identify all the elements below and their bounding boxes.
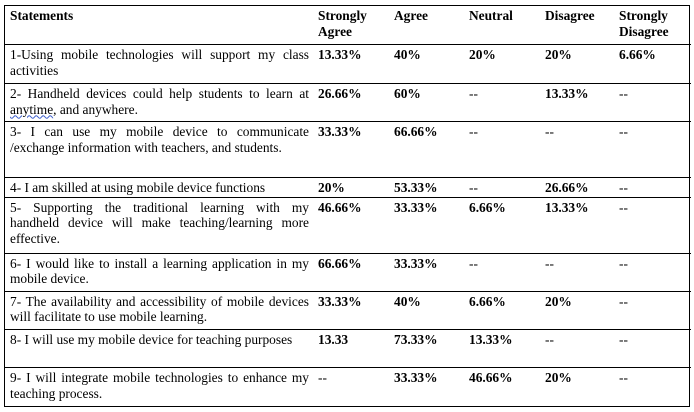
agree-cell: 73.33% [389, 328, 464, 368]
strongly-agree-cell: -- [313, 367, 389, 406]
strongly-agree-cell: 66.66% [313, 252, 389, 292]
neutral-cell: 6.66% [464, 196, 540, 254]
strongly-agree-cell: 33.33% [313, 121, 389, 178]
disagree-cell: 13.33% [540, 196, 614, 254]
disagree-cell: -- [540, 252, 614, 292]
statement-cell: 6- I would like to install a learning ap… [5, 252, 313, 292]
disagree-cell: 13.33% [540, 83, 614, 122]
header-neutral: Neutral [464, 6, 540, 45]
strongly-disagree-cell: -- [614, 367, 691, 406]
header-strongly-agree: Strongly Agree [313, 6, 389, 45]
agree-cell: 33.33% [389, 252, 464, 292]
neutral-cell: 46.66% [464, 367, 540, 406]
agree-cell: 33.33% [389, 367, 464, 406]
statement-cell: 1-Using mobile technologies will support… [5, 43, 313, 84]
agree-cell: 40% [389, 290, 464, 330]
strongly-disagree-cell: -- [614, 196, 691, 254]
strongly-disagree-cell: -- [614, 252, 691, 292]
statement-cell: 5- Supporting the traditional learning w… [5, 196, 313, 254]
spellcheck-marked-word: anytime [10, 101, 54, 117]
disagree-cell: -- [540, 121, 614, 178]
table-row: 2- Handheld devices could help students … [5, 83, 691, 122]
strongly-disagree-cell: -- [614, 290, 691, 330]
strongly-agree-cell: 13.33% [313, 43, 389, 84]
statement-text: 2- Handheld devices could help students … [10, 86, 309, 102]
strongly-disagree-cell: -- [614, 177, 691, 198]
agree-cell: 33.33% [389, 196, 464, 254]
disagree-cell: 20% [540, 43, 614, 84]
survey-table-container: Statements Strongly Agree Agree Neutral … [4, 5, 691, 407]
neutral-cell: -- [464, 83, 540, 122]
table-row: 9- I will integrate mobile technologies … [5, 367, 691, 406]
survey-results-table: Statements Strongly Agree Agree Neutral … [5, 6, 691, 406]
disagree-cell: -- [540, 328, 614, 368]
neutral-cell: -- [464, 252, 540, 292]
strongly-disagree-cell: -- [614, 121, 691, 178]
agree-cell: 40% [389, 43, 464, 84]
table-header-row: Statements Strongly Agree Agree Neutral … [5, 6, 691, 45]
neutral-cell: 20% [464, 43, 540, 84]
agree-cell: 60% [389, 83, 464, 122]
strongly-agree-cell: 33.33% [313, 290, 389, 330]
statement-cell: 2- Handheld devices could help students … [5, 83, 313, 122]
disagree-cell: 20% [540, 290, 614, 330]
neutral-cell: -- [464, 177, 540, 198]
disagree-cell: 26.66% [540, 177, 614, 198]
table-row: 3- I can use my mobile device to communi… [5, 121, 691, 178]
agree-cell: 66.66% [389, 121, 464, 178]
strongly-agree-cell: 46.66% [313, 196, 389, 254]
header-statements: Statements [5, 6, 313, 45]
statement-cell: 7- The availability and accessibility of… [5, 290, 313, 330]
strongly-agree-cell: 13.33 [313, 328, 389, 368]
neutral-cell: 13.33% [464, 328, 540, 368]
statement-text: , and anywhere. [53, 101, 138, 117]
table-row: 1-Using mobile technologies will support… [5, 43, 691, 84]
strongly-disagree-cell: -- [614, 83, 691, 122]
statement-cell: 9- I will integrate mobile technologies … [5, 367, 313, 406]
agree-cell: 53.33% [389, 177, 464, 198]
statement-cell: 8- I will use my mobile device for teach… [5, 328, 313, 368]
header-strongly-disagree: Strongly Disagree [614, 6, 691, 45]
strongly-agree-cell: 26.66% [313, 83, 389, 122]
statement-cell: 3- I can use my mobile device to communi… [5, 121, 313, 178]
neutral-cell: -- [464, 121, 540, 178]
strongly-disagree-cell: 6.66% [614, 43, 691, 84]
strongly-agree-cell: 20% [313, 177, 389, 198]
header-agree: Agree [389, 6, 464, 45]
table-row: 4- I am skilled at using mobile device f… [5, 177, 691, 198]
table-row: 6- I would like to install a learning ap… [5, 252, 691, 292]
disagree-cell: 20% [540, 367, 614, 406]
table-row: 8- I will use my mobile device for teach… [5, 328, 691, 368]
statement-cell: 4- I am skilled at using mobile device f… [5, 177, 313, 198]
neutral-cell: 6.66% [464, 290, 540, 330]
table-row: 7- The availability and accessibility of… [5, 290, 691, 330]
strongly-disagree-cell: -- [614, 328, 691, 368]
header-disagree: Disagree [540, 6, 614, 45]
table-row: 5- Supporting the traditional learning w… [5, 196, 691, 254]
